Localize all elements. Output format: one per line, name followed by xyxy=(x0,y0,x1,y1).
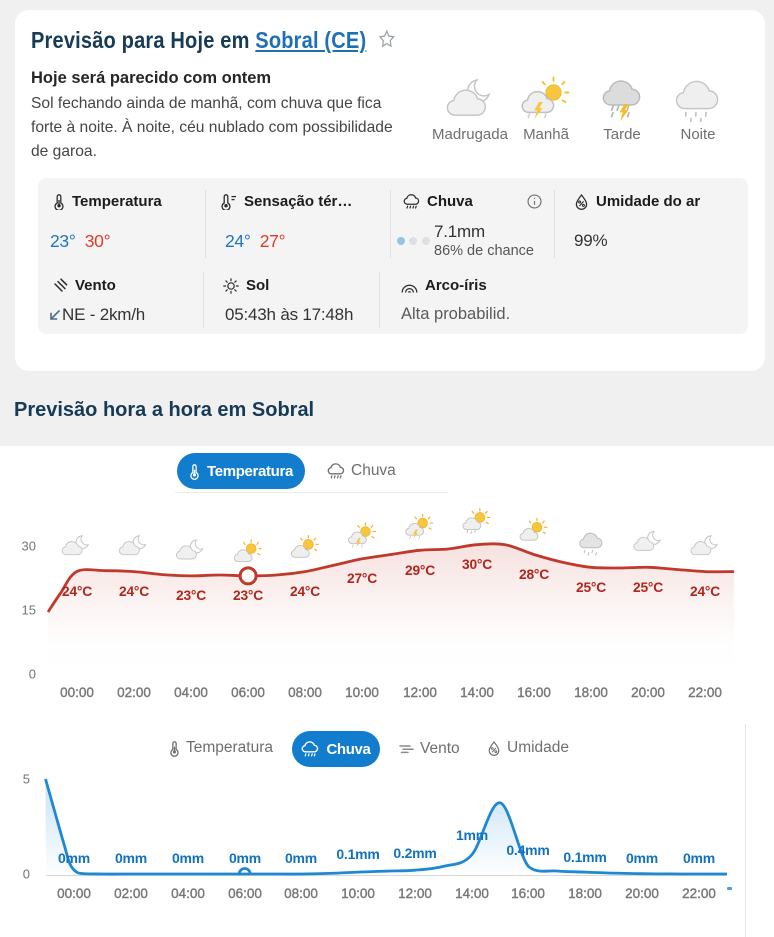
svg-text:22:00: 22:00 xyxy=(682,886,716,901)
svg-text:0mm: 0mm xyxy=(285,850,317,866)
svg-text:24°C: 24°C xyxy=(62,584,92,599)
svg-text:30: 30 xyxy=(22,539,36,554)
svg-text:15: 15 xyxy=(22,603,36,618)
svg-text:0mm: 0mm xyxy=(172,850,204,866)
svg-text:16:00: 16:00 xyxy=(517,685,551,700)
svg-text:0.1mm: 0.1mm xyxy=(563,849,606,865)
svg-text:23°C: 23°C xyxy=(176,588,206,603)
svg-text:0mm: 0mm xyxy=(626,850,658,866)
svg-text:0mm: 0mm xyxy=(115,850,147,866)
svg-text:10:00: 10:00 xyxy=(345,685,379,700)
svg-text:29°C: 29°C xyxy=(405,563,435,578)
svg-text:12:00: 12:00 xyxy=(398,886,432,901)
svg-text:18:00: 18:00 xyxy=(574,685,608,700)
svg-text:0.4mm: 0.4mm xyxy=(506,842,549,858)
svg-text:04:00: 04:00 xyxy=(174,685,208,700)
svg-text:02:00: 02:00 xyxy=(117,685,151,700)
svg-text:0.2mm: 0.2mm xyxy=(393,845,436,861)
svg-text:0: 0 xyxy=(23,867,30,882)
svg-text:06:00: 06:00 xyxy=(228,886,262,901)
svg-text:24°C: 24°C xyxy=(690,584,720,599)
svg-text:18:00: 18:00 xyxy=(568,886,602,901)
svg-text:20:00: 20:00 xyxy=(631,685,665,700)
svg-text:22:00: 22:00 xyxy=(688,685,722,700)
svg-text:0mm: 0mm xyxy=(229,850,261,866)
svg-text:28°C: 28°C xyxy=(519,567,549,582)
svg-text:25°C: 25°C xyxy=(576,580,606,595)
svg-text:25°C: 25°C xyxy=(633,580,663,595)
svg-text:16:00: 16:00 xyxy=(511,886,545,901)
svg-text:08:00: 08:00 xyxy=(284,886,318,901)
svg-text:12:00: 12:00 xyxy=(403,685,437,700)
svg-text:23°C: 23°C xyxy=(233,588,263,603)
svg-text:14:00: 14:00 xyxy=(455,886,489,901)
svg-text:00:00: 00:00 xyxy=(60,685,94,700)
svg-text:0mm: 0mm xyxy=(58,850,90,866)
svg-text:06:00: 06:00 xyxy=(231,685,265,700)
svg-text:00:00: 00:00 xyxy=(57,886,91,901)
svg-text:0mm: 0mm xyxy=(683,850,715,866)
svg-text:02:00: 02:00 xyxy=(114,886,148,901)
svg-text:27°C: 27°C xyxy=(347,571,377,586)
svg-text:1mm: 1mm xyxy=(456,827,488,843)
svg-text:24°C: 24°C xyxy=(290,584,320,599)
svg-text:30°C: 30°C xyxy=(462,557,492,572)
svg-text:24°C: 24°C xyxy=(119,584,149,599)
svg-text:5: 5 xyxy=(23,772,30,787)
svg-text:0: 0 xyxy=(29,667,36,682)
svg-text:14:00: 14:00 xyxy=(460,685,494,700)
svg-text:20:00: 20:00 xyxy=(625,886,659,901)
svg-text:04:00: 04:00 xyxy=(171,886,205,901)
svg-text:10:00: 10:00 xyxy=(341,886,375,901)
svg-text:08:00: 08:00 xyxy=(288,685,322,700)
svg-text:0.1mm: 0.1mm xyxy=(336,846,379,862)
